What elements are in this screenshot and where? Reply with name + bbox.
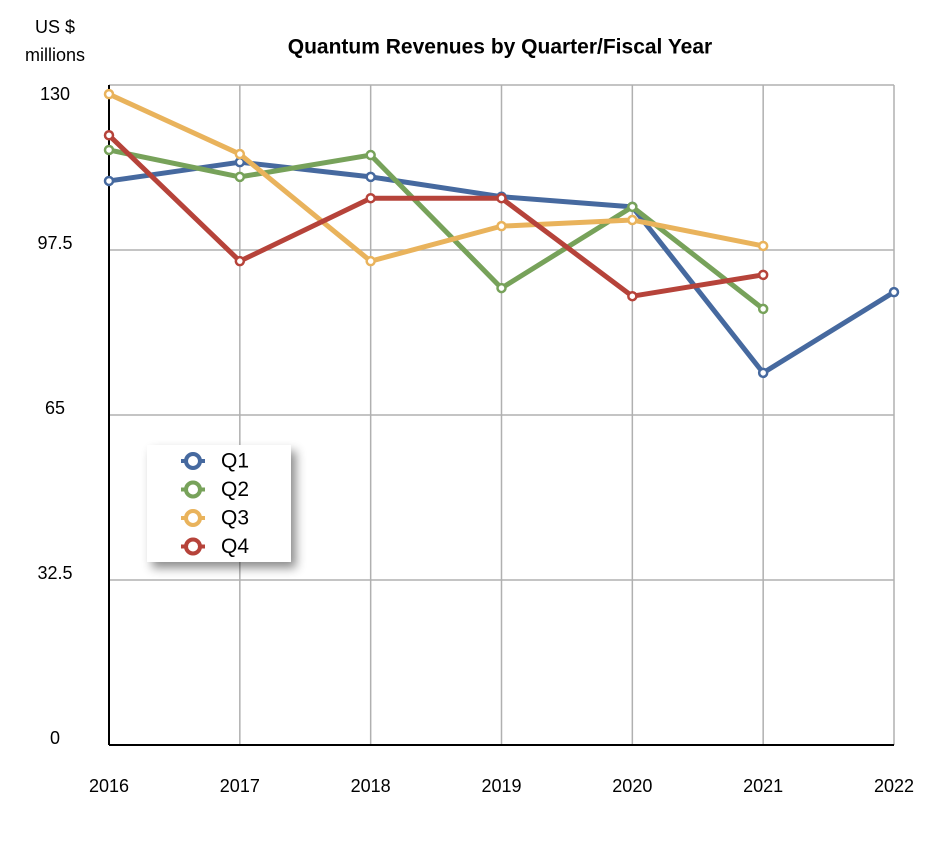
x-tick-label: 2017 — [220, 776, 260, 796]
data-point — [103, 130, 115, 141]
x-tick-label: 2022 — [874, 776, 914, 796]
data-point — [234, 255, 246, 267]
y-tick-label: 0 — [50, 728, 60, 748]
legend-box — [147, 445, 291, 562]
y-tick-label: 97.5 — [37, 233, 72, 253]
data-point — [888, 286, 900, 298]
legend-marker — [184, 537, 202, 556]
chart-title: Quantum Revenues by Quarter/Fiscal Year — [288, 36, 712, 59]
data-point — [757, 367, 769, 379]
data-point — [103, 88, 115, 100]
legend-label: Q1 — [221, 450, 249, 473]
data-point — [365, 192, 376, 204]
data-point — [757, 303, 769, 315]
data-point — [627, 290, 638, 302]
y-axis-label: US $ — [35, 17, 75, 37]
data-point — [757, 269, 769, 281]
data-point — [757, 240, 769, 252]
data-point — [365, 149, 376, 161]
x-tick-label: 2018 — [351, 776, 391, 796]
legend-marker — [184, 480, 202, 499]
series-line — [107, 91, 764, 264]
x-tick-label: 2019 — [481, 776, 521, 796]
legend-label: Q3 — [221, 507, 249, 530]
data-point — [234, 171, 246, 183]
y-axis-label: millions — [25, 45, 85, 65]
x-tick-label: 2016 — [89, 776, 129, 796]
x-tick-label: 2020 — [612, 776, 652, 796]
data-point — [496, 192, 507, 204]
series-line — [107, 133, 764, 299]
data-point — [627, 214, 638, 226]
data-point — [103, 175, 115, 187]
data-point — [496, 282, 507, 294]
data-point — [365, 171, 376, 183]
data-point — [234, 148, 246, 160]
data-point — [103, 144, 115, 156]
legend-marker — [184, 452, 202, 470]
data-point — [627, 201, 638, 213]
data-point — [496, 220, 507, 232]
legend-label: Q2 — [221, 478, 249, 501]
x-tick-label: 2021 — [743, 776, 783, 796]
data-point — [365, 255, 376, 267]
legend-marker — [184, 509, 202, 527]
legend-label: Q4 — [221, 535, 249, 558]
y-tick-label: 65 — [45, 398, 65, 418]
y-tick-label: 32.5 — [37, 563, 72, 583]
y-tick-label: 130 — [40, 84, 70, 104]
